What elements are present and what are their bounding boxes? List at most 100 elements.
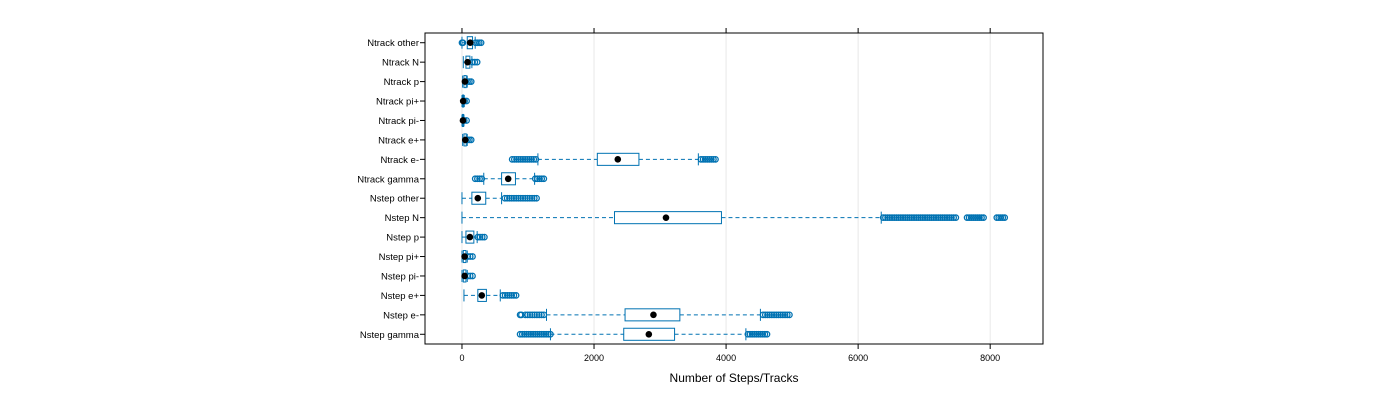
outlier-point xyxy=(888,214,896,222)
outlier-point xyxy=(712,155,719,163)
outlier-point xyxy=(766,311,774,319)
outlier-point xyxy=(478,175,486,183)
outlier-point xyxy=(783,311,791,319)
category-label: Ntrack pi- xyxy=(378,116,419,127)
outlier-point xyxy=(937,214,944,222)
outlier-point xyxy=(886,214,894,222)
outlier-point xyxy=(963,214,971,222)
outlier-point xyxy=(473,58,481,66)
outlier-point xyxy=(971,214,979,222)
outlier-point xyxy=(978,214,985,222)
outlier-point xyxy=(910,214,918,222)
category-label: Nstep p xyxy=(386,233,419,244)
outlier-point xyxy=(508,155,516,163)
outlier-point xyxy=(519,155,527,163)
median-dot xyxy=(662,214,670,221)
outlier-point xyxy=(744,330,752,338)
outlier-point xyxy=(538,330,546,338)
outlier-point xyxy=(701,155,709,163)
outlier-point xyxy=(521,155,529,163)
outlier-point xyxy=(761,330,769,338)
category-label: Nstep other xyxy=(370,194,419,205)
outlier-point xyxy=(906,214,913,222)
outlier-point xyxy=(523,330,530,338)
outlier-point xyxy=(967,214,975,222)
tick-label: 0 xyxy=(459,353,464,363)
median-dot xyxy=(474,194,482,202)
outlier-point xyxy=(510,292,518,299)
box-group xyxy=(461,230,488,244)
outlier-point xyxy=(941,214,949,222)
outlier-point xyxy=(915,214,922,222)
box-group xyxy=(508,152,719,166)
outlier-point xyxy=(540,175,548,183)
outlier-point xyxy=(515,194,522,202)
outlier-point xyxy=(786,311,793,319)
box-group xyxy=(516,327,771,341)
outlier-point xyxy=(764,311,771,319)
outlier-point xyxy=(528,194,536,202)
outlier-point xyxy=(515,155,522,163)
outlier-point xyxy=(501,292,509,299)
outlier-point xyxy=(879,214,887,222)
outlier-point xyxy=(1001,214,1009,222)
outlier-point xyxy=(513,155,520,163)
median-dot xyxy=(461,78,469,85)
median-dot xyxy=(461,136,469,144)
median-dot xyxy=(466,233,474,241)
outlier-point xyxy=(901,214,909,222)
box-group xyxy=(461,75,475,89)
outlier-point xyxy=(932,214,940,222)
tick-label: 2000 xyxy=(584,353,604,363)
plot-frame xyxy=(424,32,1044,345)
outlier-point xyxy=(772,311,780,319)
category-label: Nstep e- xyxy=(383,310,419,321)
box-group xyxy=(461,250,476,264)
outlier-point xyxy=(930,214,938,222)
box-group xyxy=(461,133,475,147)
outlier-point xyxy=(768,311,776,319)
box-group xyxy=(461,191,540,205)
category-labels: Ntrack other Ntrack N Ntrack p Ntrack pi+ Nt… xyxy=(357,38,425,341)
outlier-point xyxy=(912,214,920,222)
outlier-point xyxy=(531,175,539,183)
outlier-point xyxy=(525,330,533,338)
outlier-point xyxy=(476,233,484,241)
outlier-point xyxy=(527,330,535,338)
median-dot xyxy=(478,292,486,299)
outlier-point xyxy=(528,311,536,319)
category-label: Ntrack p xyxy=(384,77,419,88)
outlier-point xyxy=(697,155,705,163)
median-dot xyxy=(464,58,471,66)
outlier-point xyxy=(530,155,538,163)
outlier-point xyxy=(481,233,488,241)
tick-label: 8000 xyxy=(980,353,1000,363)
x-axis-ticks: 0 2000 4000 6000 8000 xyxy=(459,28,1000,363)
median-dot xyxy=(466,39,474,47)
outlier-point xyxy=(757,330,764,338)
median-dot xyxy=(459,117,467,124)
outlier-point xyxy=(748,330,756,338)
category-label: Nstep gamma xyxy=(360,330,420,341)
outlier-point xyxy=(506,194,513,202)
outlier-point xyxy=(523,155,531,163)
outlier-point xyxy=(761,311,769,319)
outlier-point xyxy=(521,194,529,202)
tick-label: 4000 xyxy=(716,353,736,363)
outlier-point xyxy=(529,330,537,338)
outlier-point xyxy=(476,175,483,183)
median-dot xyxy=(461,253,468,260)
box-group xyxy=(458,36,485,50)
outlier-point xyxy=(521,330,528,338)
outlier-point xyxy=(524,194,531,202)
outlier-point xyxy=(459,39,467,47)
category-label: Nstep N xyxy=(385,213,419,224)
outlier-point xyxy=(928,214,935,222)
outlier-point xyxy=(478,233,486,241)
outlier-point xyxy=(471,175,479,183)
outlier-point xyxy=(779,311,787,319)
median-dot xyxy=(461,272,468,280)
outlier-point xyxy=(950,214,957,222)
outlier-point xyxy=(908,214,916,222)
